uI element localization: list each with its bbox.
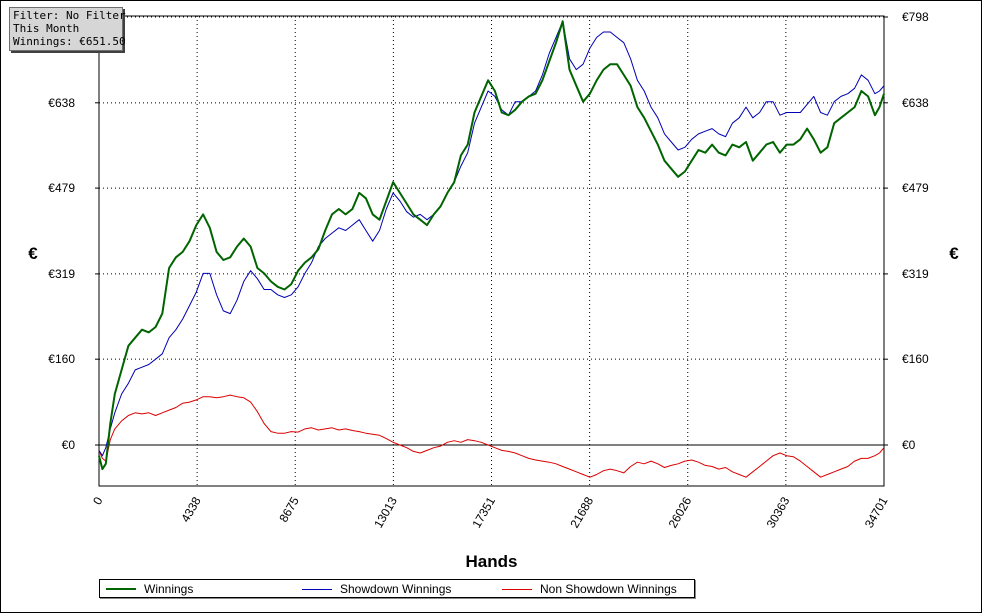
x-tick-label: 21688 (567, 494, 596, 530)
y-axis-title-right: € (949, 244, 959, 263)
legend-item-winnings: Winnings (106, 582, 193, 596)
series-line-showdown-winnings (98, 20, 885, 457)
period-label: This Month (13, 22, 80, 35)
x-tick-label: 4338 (178, 494, 204, 524)
winnings-total-label: Winnings: €651.50 (13, 35, 126, 48)
chart-legend: Winnings Showdown Winnings Non Showdown … (99, 579, 695, 598)
y-tick-label-left: €160 (48, 352, 75, 366)
y-tick-label-right: €0 (902, 438, 916, 452)
series-line-winnings (98, 20, 885, 471)
filter-info-box: Filter: No Filter This Month Winnings: €… (9, 7, 126, 51)
legend-label-non-showdown: Non Showdown Winnings (540, 582, 677, 596)
x-tick-label: 8675 (276, 494, 302, 524)
y-tick-label-right: €319 (902, 267, 929, 281)
y-tick-label-left: €0 (62, 438, 76, 452)
y-tick-label-right: €638 (902, 96, 929, 110)
x-tick-label: 0 (90, 494, 106, 507)
legend-swatch-showdown (302, 588, 332, 590)
x-axis-title: Hands (466, 552, 518, 571)
legend-swatch-winnings (106, 588, 136, 590)
y-tick-label-left: €638 (48, 96, 75, 110)
x-tick-label: 34701 (862, 494, 891, 530)
x-tick-label: 30363 (764, 494, 793, 530)
y-tick-label-left: €319 (48, 267, 75, 281)
legend-label-showdown: Showdown Winnings (340, 582, 452, 596)
filter-label: Filter: No Filter (13, 9, 126, 22)
legend-label-winnings: Winnings (144, 582, 194, 596)
legend-swatch-non-showdown (502, 588, 532, 590)
y-tick-label-right: €479 (902, 181, 929, 195)
y-tick-label-right: €160 (902, 352, 929, 366)
legend-item-non-showdown: Non Showdown Winnings (502, 582, 677, 596)
x-tick-label: 13013 (371, 494, 400, 530)
x-tick-label: 17351 (469, 494, 498, 530)
series-line-non-showdown-winnings (98, 394, 885, 478)
y-tick-label-right: €798 (902, 10, 929, 24)
x-tick-label: 26026 (666, 494, 695, 530)
y-axis-title-left: € (28, 244, 38, 263)
y-tick-label-left: €479 (48, 181, 75, 195)
legend-item-showdown: Showdown Winnings (302, 582, 451, 596)
